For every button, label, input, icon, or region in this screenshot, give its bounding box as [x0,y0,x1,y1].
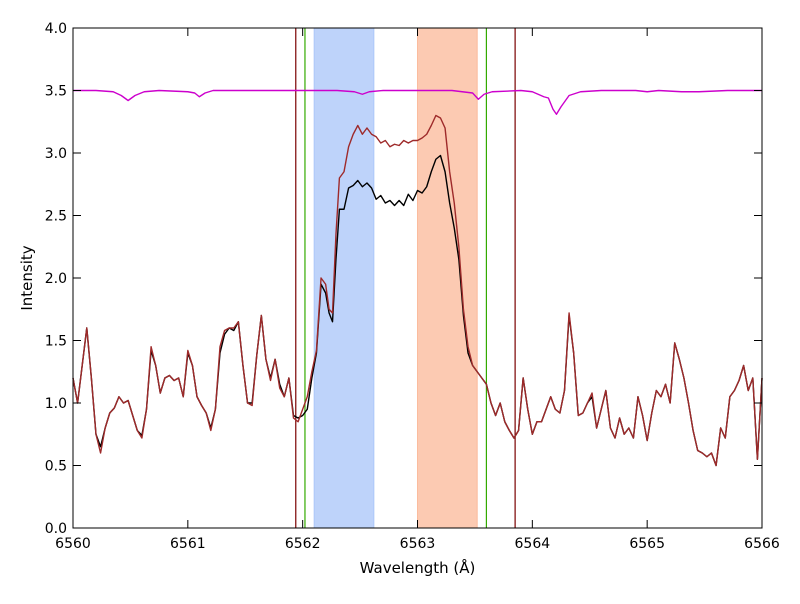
y-tick-label: 3.5 [45,84,67,100]
y-tick-label: 0.5 [45,459,67,475]
x-tick-label: 6561 [170,536,206,552]
series-layer [72,89,763,467]
y-tick-label: 1.5 [45,334,67,350]
x-tick-label: 6565 [629,536,665,552]
y-ticks-layer: 0.0 0.5 1.0 1.5 2.0 2.5 3.0 3.5 4.0 [45,21,762,537]
shaded-region-2 [417,27,478,529]
x-tick-label: 6562 [285,536,321,552]
y-tick-label: 2.0 [45,271,67,287]
y-tick-label: 3.0 [45,146,67,162]
x-tick-label: 6563 [400,536,436,552]
series-line-2 [72,114,763,467]
x-axis-label: Wavelength (Å) [360,558,476,577]
x-tick-label: 6566 [744,536,780,552]
x-ticks-layer: 6560 6561 6562 6563 6564 6565 6566 [55,28,780,552]
shaded-regions-layer [313,27,478,529]
series-line-3 [73,89,762,115]
y-tick-label: 4.0 [45,21,67,37]
y-tick-label: 2.5 [45,209,67,225]
x-tick-label: 6560 [55,536,91,552]
x-tick-label: 6564 [515,536,551,552]
y-tick-label: 1.0 [45,396,67,412]
y-tick-label: 0.0 [45,521,67,537]
y-axis-label: Intensity [18,245,36,310]
vertical-lines-layer [295,28,516,528]
shaded-region-1 [313,27,375,529]
